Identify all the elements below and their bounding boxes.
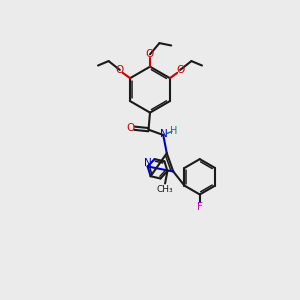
- Text: N: N: [160, 129, 168, 140]
- Text: O: O: [146, 49, 154, 59]
- Text: CH₃: CH₃: [157, 185, 173, 194]
- Text: O: O: [127, 123, 135, 133]
- Text: N: N: [144, 158, 152, 168]
- Text: O: O: [176, 65, 184, 75]
- Text: O: O: [116, 65, 124, 75]
- Text: F: F: [197, 202, 203, 212]
- Text: H: H: [170, 126, 177, 136]
